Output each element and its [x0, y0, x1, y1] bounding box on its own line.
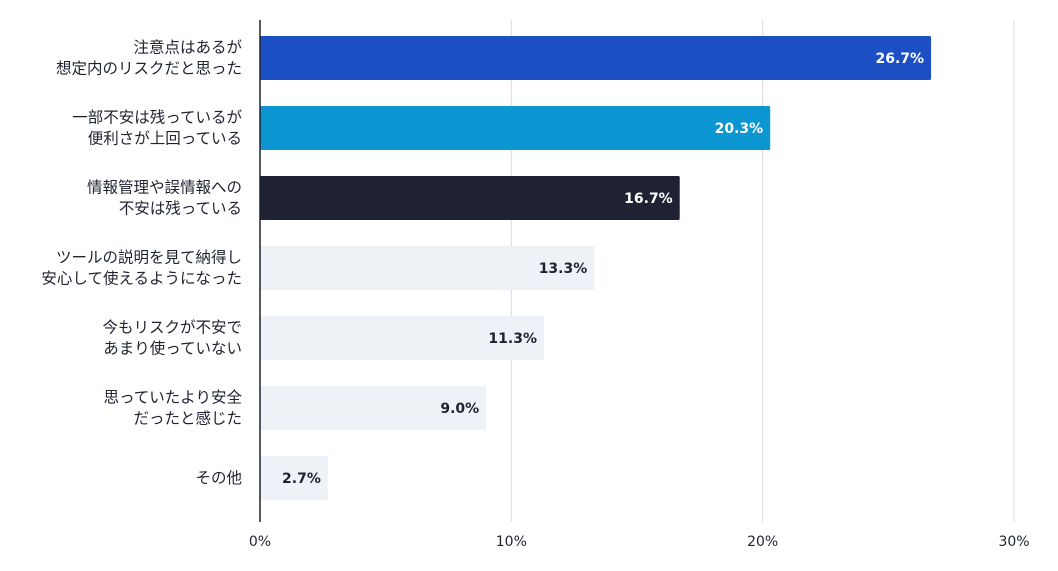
bar-value-label: 26.7% — [875, 51, 924, 67]
category-label: ツールの説明を見て納得し安心して使えるようになった — [41, 249, 242, 288]
bar — [260, 246, 595, 290]
x-tick-label: 20% — [747, 534, 778, 550]
bar — [260, 316, 545, 360]
category-label: 注意点はあるが想定内のリスクだと思った — [56, 38, 243, 78]
category-label-line: 便利さが上回っている — [88, 130, 242, 148]
category-label-line: あまり使っていない — [103, 340, 242, 358]
bar — [260, 386, 487, 430]
bar — [260, 106, 771, 150]
bar-value-label: 9.0% — [440, 401, 479, 417]
bar — [260, 456, 328, 500]
category-label: その他 — [195, 469, 242, 487]
x-tick-label: 10% — [496, 534, 527, 550]
bar — [260, 176, 680, 220]
category-label-line: 思っていたより安全 — [104, 389, 243, 407]
category-label-line: 今もリスクが不安で — [102, 319, 242, 337]
category-label-line: 想定内のリスクだと思った — [56, 60, 242, 78]
x-tick-label: 30% — [998, 534, 1029, 550]
bars: 26.7% 20.3% 16.7% 13.3% 11.3% 9.0% 2.7% — [260, 36, 932, 500]
category-labels: 注意点はあるが想定内のリスクだと思った一部不安は残っているが便利さが上回っている… — [41, 38, 242, 488]
category-label: 情報管理や誤情報への不安は残っている — [87, 179, 242, 218]
x-tick-label: 0% — [249, 534, 271, 550]
bar — [260, 36, 932, 80]
x-axis-tick-labels: 0% 10% 20% 30% — [249, 534, 1030, 550]
category-label-line: 情報管理や誤情報への — [87, 179, 242, 197]
category-label-line: だったと感じた — [133, 410, 242, 428]
bar-value-label: 20.3% — [715, 121, 764, 137]
category-label: 一部不安は残っているが便利さが上回っている — [72, 109, 242, 148]
bar-value-label: 13.3% — [539, 261, 588, 277]
category-label: 今もリスクが不安であまり使っていない — [102, 319, 242, 358]
bar-value-label: 11.3% — [488, 331, 537, 347]
category-label: 思っていたより安全だったと感じた — [104, 389, 243, 428]
category-label-line: ツールの説明を見て納得し — [56, 249, 242, 267]
bar-value-label: 2.7% — [282, 471, 321, 487]
bar-value-label: 16.7% — [624, 191, 673, 207]
category-label-line: 一部不安は残っているが — [72, 109, 242, 127]
category-label-line: 安心して使えるようになった — [41, 270, 242, 288]
category-label-line: その他 — [195, 469, 242, 487]
category-label-line: 注意点はあるが — [133, 38, 242, 57]
category-label-line: 不安は残っている — [119, 200, 242, 218]
